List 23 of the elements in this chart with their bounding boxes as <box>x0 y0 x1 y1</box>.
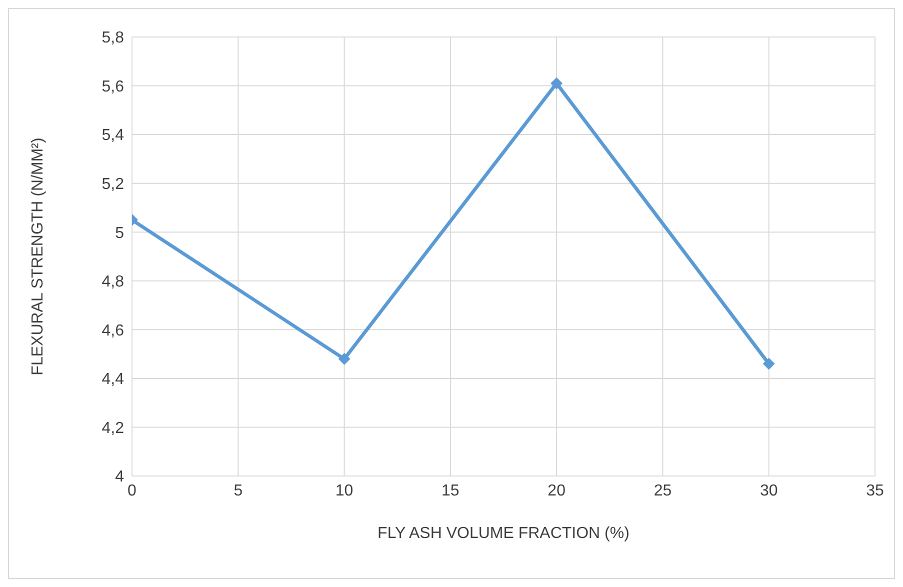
x-tick-label: 30 <box>760 482 778 500</box>
x-tick-label: 15 <box>442 482 460 500</box>
y-tick-label: 5,2 <box>102 176 124 194</box>
y-tick-label: 5 <box>115 224 124 242</box>
y-tick-label: 4,2 <box>102 420 124 437</box>
x-tick-label: 20 <box>548 482 566 500</box>
x-tick-label: 35 <box>866 482 884 500</box>
point <box>762 358 775 370</box>
y-tick-label: 4,6 <box>102 322 124 340</box>
y-tick-label: 4 <box>115 468 124 486</box>
point <box>338 352 350 365</box>
x-axis-title: FLY ASH VOLUME FRACTION (%) <box>378 525 630 542</box>
point <box>550 77 563 90</box>
x-tick-label: 10 <box>335 482 354 500</box>
x-tick-label: 25 <box>654 482 672 500</box>
y-tick-label: 5,8 <box>102 30 124 47</box>
x-tick-label: 5 <box>234 482 243 500</box>
y-axis-title: FLEXURAL STRENGTH (N/MM²) <box>30 138 47 376</box>
y-tick-label: 4,8 <box>102 274 124 291</box>
x-tick-label: 0 <box>128 482 137 500</box>
y-tick-label: 4,4 <box>102 371 124 388</box>
y-tick-label: 5,4 <box>102 127 124 144</box>
y-tick-label: 5,6 <box>102 78 124 96</box>
